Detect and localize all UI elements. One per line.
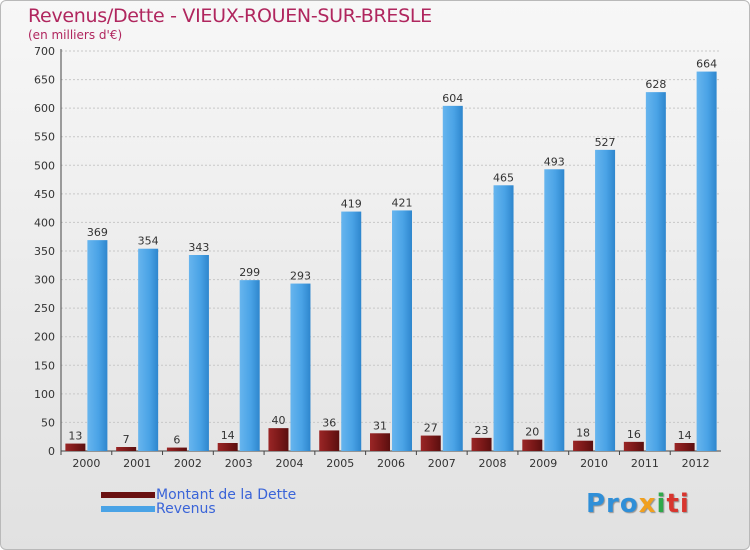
logo-part: Pro	[586, 489, 639, 519]
bar-revenus-2011	[645, 92, 666, 452]
data-label-revenus: 354	[138, 235, 159, 248]
data-label-revenus: 419	[341, 198, 362, 211]
data-label-revenus: 628	[645, 78, 666, 91]
data-label-revenus: 421	[392, 196, 413, 209]
data-label-dette: 18	[576, 427, 590, 440]
x-tick-label: 2001	[123, 457, 151, 470]
bar-dette-2010	[573, 440, 594, 451]
data-label-revenus: 369	[87, 226, 108, 239]
data-label-revenus: 493	[544, 155, 565, 168]
bar-revenus-2008	[493, 185, 514, 452]
bar-revenus-2006	[392, 210, 412, 451]
legend-label-debt: Montant de la Dette	[156, 487, 297, 503]
logo-part: x	[638, 489, 657, 519]
bar-revenus-2004	[290, 283, 311, 451]
data-label-dette: 6	[173, 434, 180, 447]
data-label-dette: 36	[322, 416, 336, 429]
legend-label-revenue: Revenus	[156, 501, 216, 517]
data-label-revenus: 604	[442, 92, 463, 105]
data-label-dette: 14	[221, 429, 235, 442]
chart-title: Revenus/Dette - VIEUX-ROUEN-SUR-BRESLE	[28, 5, 432, 27]
y-tick-label: 100	[34, 388, 55, 401]
data-label-revenus: 299	[239, 266, 260, 279]
legend-swatch-revenue	[101, 506, 155, 512]
bar-revenus-2007	[442, 105, 463, 451]
bar-revenus-2010	[595, 149, 616, 451]
data-label-dette: 16	[627, 428, 641, 441]
bars	[65, 71, 717, 452]
data-label-revenus: 343	[188, 241, 209, 254]
x-tick-label: 2011	[631, 457, 659, 470]
data-label-dette: 40	[271, 414, 285, 427]
x-tick-label: 2006	[377, 457, 405, 470]
logo-part: i	[656, 489, 667, 519]
bar-revenus-2002	[188, 255, 209, 451]
bar-dette-2012	[674, 443, 695, 451]
bar-revenus-2003	[239, 280, 260, 451]
y-tick-label: 550	[34, 131, 55, 144]
bar-revenus-2005	[341, 211, 362, 451]
y-tick-label: 200	[34, 331, 55, 344]
bar-dette-2007	[420, 435, 441, 451]
y-tick-label: 350	[34, 245, 55, 258]
x-tick-label: 2007	[428, 457, 456, 470]
y-tick-label: 700	[34, 45, 55, 58]
data-label-revenus: 293	[290, 270, 311, 283]
x-tick-label: 2012	[682, 457, 710, 470]
y-tick-label: 500	[34, 159, 55, 172]
x-tick-label: 2000	[72, 457, 100, 470]
data-labels: 13 369 7 354 6 343 14 299 40 293 36 419 31 421 27 604 23…	[68, 58, 717, 447]
bar-dette-2003	[217, 443, 238, 451]
data-label-dette: 27	[424, 422, 438, 435]
data-label-revenus: 664	[696, 58, 717, 71]
x-tick-label: 2005	[326, 457, 354, 470]
bar-dette-2009	[522, 439, 543, 451]
bar-dette-2008	[471, 437, 492, 451]
y-tick-label: 300	[34, 274, 55, 287]
y-tick-label: 250	[34, 302, 55, 315]
y-tick-label: 150	[34, 359, 55, 372]
x-tick-label: 2002	[174, 457, 202, 470]
bar-revenus-2000	[87, 240, 108, 451]
data-label-dette: 7	[123, 433, 130, 446]
bar-revenus-2009	[544, 169, 565, 452]
y-tick-label: 0	[48, 445, 55, 458]
proxiti-logo: Proxiti	[586, 489, 690, 519]
y-tick-label: 650	[34, 74, 55, 87]
x-tick-label: 2004	[275, 457, 303, 470]
data-label-revenus: 465	[493, 171, 514, 184]
data-label-revenus: 527	[595, 136, 616, 149]
bar-dette-2011	[623, 441, 644, 451]
bar-dette-2001	[116, 447, 137, 451]
y-tick-label: 450	[34, 188, 55, 201]
data-label-dette: 20	[525, 426, 539, 439]
y-tick-label: 600	[34, 102, 55, 115]
bar-revenus-2012	[696, 71, 717, 452]
logo-part: ti	[666, 489, 690, 519]
legend-item-revenue: Revenus	[101, 501, 361, 517]
y-tick-label: 50	[41, 416, 55, 429]
bar-revenus-2001	[138, 248, 159, 451]
bar-dette-2004	[268, 428, 289, 451]
x-tick-label: 2010	[580, 457, 608, 470]
grid-lines	[61, 50, 721, 452]
x-tick-label: 2008	[479, 457, 507, 470]
bar-dette-2002	[166, 447, 187, 451]
data-label-dette: 23	[475, 424, 489, 437]
data-label-dette: 14	[678, 429, 692, 442]
legend-item-debt: Montant de la Dette	[101, 487, 361, 503]
data-label-dette: 13	[68, 430, 82, 443]
bar-dette-2006	[370, 433, 390, 451]
bar-dette-2005	[319, 430, 340, 451]
x-tick-label: 2003	[225, 457, 253, 470]
bar-dette-2000	[65, 443, 86, 451]
x-tick-label: 2009	[529, 457, 557, 470]
chart-subtitle: (en milliers d'€)	[28, 28, 123, 42]
data-label-dette: 31	[373, 419, 387, 432]
axes: 0 50 100 150 200 250 300 350 400 450 500 550 600 650 7…	[34, 45, 721, 470]
legend-swatch-debt	[101, 492, 155, 498]
y-tick-label: 400	[34, 216, 55, 229]
